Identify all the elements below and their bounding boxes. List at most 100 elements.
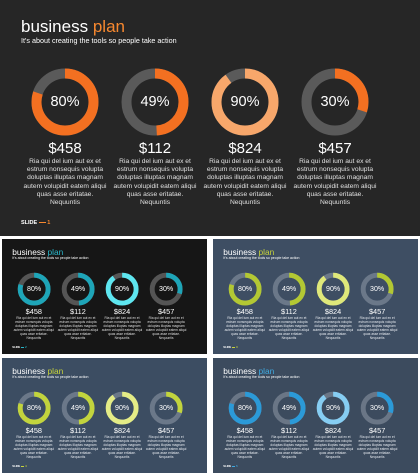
progress-ring: 80% <box>17 391 51 425</box>
slide-label: SLIDE <box>223 465 232 469</box>
progress-ring: 90% <box>316 272 350 306</box>
stat-description: Ria qui del ium aut ex et estrum nonsequ… <box>57 316 99 341</box>
slide-thumbnail-4[interactable]: business plan It's about creating the to… <box>2 358 207 473</box>
stat-column: 30% $457 Ria qui del ium aut ex et estru… <box>145 272 187 340</box>
ring-progress <box>105 391 139 425</box>
ring-progress <box>61 272 95 306</box>
stat-description: Ria qui del ium aut ex et estrum nonsequ… <box>113 158 197 206</box>
stat-column: 49% $112 Ria qui del ium aut ex et estru… <box>57 272 99 341</box>
stat-value: $824 <box>113 307 131 317</box>
stat-column: 30% $457 Ria qui del ium aut ex et estru… <box>292 67 378 207</box>
stat-value: $458 <box>25 426 42 436</box>
slide-footer: SLIDE 4 <box>12 466 26 469</box>
progress-ring: 49% <box>61 391 95 425</box>
stat-description: Ria qui del ium aut ex et estrum nonsequ… <box>23 158 107 206</box>
stat-value: $457 <box>157 307 175 317</box>
stat-column: 90% $824 Ria qui del ium aut ex et estru… <box>101 391 143 459</box>
stat-description: Ria qui del ium aut ex et estrum nonsequ… <box>356 435 398 460</box>
footer-dash <box>20 347 25 349</box>
stat-description: Ria qui del ium aut ex et estrum nonsequ… <box>268 435 310 460</box>
slide-footer: SLIDE 1 <box>21 220 51 227</box>
stat-column: 80% $458 Ria qui del ium aut ex et estru… <box>22 67 108 207</box>
progress-ring: 30% <box>360 272 394 306</box>
stat-column: 30% $457 Ria qui del ium aut ex et estru… <box>145 391 187 459</box>
progress-ring: 90% <box>211 68 279 136</box>
ring-percent-label: 49% <box>140 94 169 110</box>
stat-description: Ria qui del ium aut ex et estrum nonsequ… <box>203 158 287 206</box>
slide-title: business plan <box>223 248 274 256</box>
stat-description: Ria qui del ium aut ex et estrum nonsequ… <box>101 316 143 341</box>
ring-percent-label: 80% <box>50 94 79 110</box>
stat-value: $457 <box>318 140 352 157</box>
stat-value: $458 <box>236 426 253 436</box>
slide-preview-large[interactable]: business plan It's about creating the to… <box>0 0 420 236</box>
ring-progress <box>228 391 262 425</box>
slide-title: business plan <box>12 367 63 375</box>
slide-title-accent: plan <box>47 246 64 257</box>
slide-subtitle: It's about creating the tools so people … <box>12 256 89 261</box>
ring-progress <box>17 391 51 425</box>
slide-label: SLIDE <box>21 220 38 226</box>
stat-description: Ria qui del ium aut ex et estrum nonsequ… <box>224 435 266 460</box>
slide-subtitle: It's about creating the tools so people … <box>223 375 300 380</box>
slide-footer: SLIDE 5 <box>223 466 237 469</box>
slide-thumbnail-3[interactable]: business plan It's about creating the to… <box>213 239 418 354</box>
ring-progress <box>228 272 262 306</box>
slide-number: 4 <box>25 465 27 469</box>
progress-ring: 49% <box>121 68 189 136</box>
progress-ring: 80% <box>31 68 99 136</box>
slide-label: SLIDE <box>12 346 21 350</box>
ring-percent-label: 30% <box>370 404 385 412</box>
progress-ring: 80% <box>228 391 262 425</box>
slide-subtitle: It's about creating the tools so people … <box>223 256 300 261</box>
progress-ring: 49% <box>61 272 95 306</box>
slide-title: business plan <box>12 248 63 256</box>
footer-dash <box>38 221 46 224</box>
ring-progress <box>360 391 394 425</box>
slide-thumbnail-2[interactable]: business plan It's about creating the to… <box>2 239 207 354</box>
stat-column: 49% $112 Ria qui del ium aut ex et estru… <box>268 272 310 340</box>
progress-ring: 49% <box>272 272 306 306</box>
progress-ring: 30% <box>149 272 183 306</box>
slide-footer: SLIDE 2 <box>12 347 26 350</box>
stat-column: 49% $112 Ria qui del ium aut ex et estru… <box>57 391 99 459</box>
stat-description: Ria qui del ium aut ex et estrum nonsequ… <box>13 316 55 341</box>
footer-dash <box>231 466 236 468</box>
stat-description: Ria qui del ium aut ex et estrum nonsequ… <box>224 316 266 341</box>
ring-percent-label: 90% <box>115 404 130 412</box>
slide-title-main: business <box>21 17 89 36</box>
slide-label: SLIDE <box>12 465 21 469</box>
ring-progress <box>272 272 306 306</box>
slide-title-accent: plan <box>92 17 125 36</box>
ring-percent-label: 49% <box>282 404 297 412</box>
slide-title: business plan <box>21 18 125 35</box>
stat-value: $112 <box>281 307 297 317</box>
stat-value: $457 <box>157 426 175 436</box>
stat-value: $112 <box>70 307 86 317</box>
progress-ring: 80% <box>228 272 262 306</box>
slide-number: 1 <box>47 220 51 226</box>
stat-column: 80% $458 Ria qui del ium aut ex et estru… <box>13 272 55 341</box>
slide-title-accent: plan <box>47 365 64 376</box>
ring-percent-label: 80% <box>27 404 42 412</box>
stat-column: 49% $112 Ria qui del ium aut ex et estru… <box>268 391 310 460</box>
stat-description: Ria qui del ium aut ex et estrum nonsequ… <box>312 316 354 341</box>
stat-column: 30% $457 Ria qui del ium aut ex et estru… <box>356 391 398 460</box>
ring-progress <box>316 391 350 425</box>
stat-column: 90% $824 Ria qui del ium aut ex et estru… <box>312 272 354 341</box>
progress-ring: 30% <box>149 391 183 425</box>
stat-description: Ria qui del ium aut ex et estrum nonsequ… <box>13 435 55 460</box>
ring-percent-label: 90% <box>326 285 341 293</box>
slide-number: 2 <box>25 346 27 350</box>
stat-value: $824 <box>324 307 342 317</box>
ring-percent-label: 30% <box>159 285 174 293</box>
stat-column: 90% $824 Ria qui del ium aut ex et estru… <box>101 272 143 341</box>
ring-percent-label: 80% <box>238 285 253 293</box>
stat-value: $457 <box>368 426 386 436</box>
footer-dash <box>231 347 236 349</box>
slide-title-accent: plan <box>258 365 275 376</box>
ring-progress <box>31 68 99 136</box>
slide-thumbnail-5[interactable]: business plan It's about creating the to… <box>213 358 418 473</box>
slide-title-main: business <box>12 365 46 376</box>
ring-progress <box>149 272 183 306</box>
